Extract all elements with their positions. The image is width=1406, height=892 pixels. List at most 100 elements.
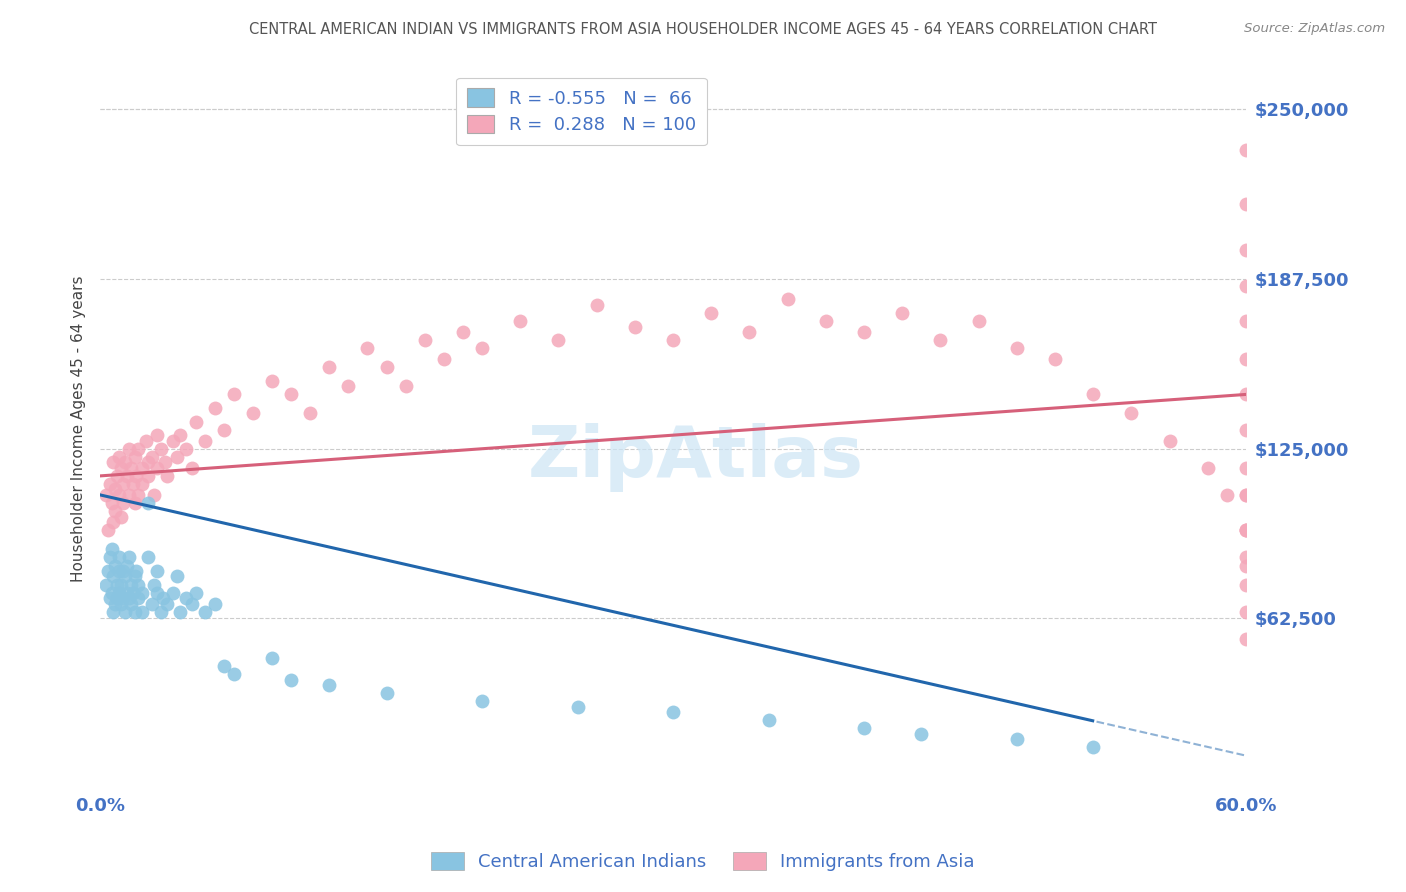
- Point: [104, 483, 127, 497]
- Point: [105, 591, 128, 606]
- Point: [156, 597, 179, 611]
- Point: [194, 434, 217, 448]
- Point: [166, 569, 188, 583]
- Point: [120, 597, 142, 611]
- Point: [125, 564, 148, 578]
- Point: [1234, 550, 1257, 565]
- Point: [700, 306, 723, 320]
- Point: [98, 477, 121, 491]
- Point: [547, 333, 569, 347]
- Point: [1234, 632, 1257, 646]
- Point: [738, 325, 761, 339]
- Point: [169, 605, 191, 619]
- Point: [156, 469, 179, 483]
- Point: [337, 379, 360, 393]
- Point: [94, 577, 117, 591]
- Point: [1234, 423, 1257, 437]
- Point: [94, 488, 117, 502]
- Point: [150, 442, 173, 456]
- Point: [103, 605, 125, 619]
- Point: [127, 442, 149, 456]
- Text: Source: ZipAtlas.com: Source: ZipAtlas.com: [1244, 22, 1385, 36]
- Point: [222, 667, 245, 681]
- Point: [204, 401, 226, 415]
- Point: [118, 488, 141, 502]
- Point: [1234, 523, 1257, 537]
- Point: [120, 460, 142, 475]
- Point: [103, 515, 125, 529]
- Point: [150, 605, 173, 619]
- Point: [100, 585, 122, 599]
- Point: [180, 460, 202, 475]
- Point: [375, 686, 398, 700]
- Point: [585, 298, 607, 312]
- Point: [214, 423, 236, 437]
- Point: [814, 314, 837, 328]
- Point: [1083, 740, 1105, 755]
- Point: [146, 460, 169, 475]
- Point: [115, 558, 138, 573]
- Point: [121, 477, 143, 491]
- Point: [162, 434, 184, 448]
- Point: [104, 558, 127, 573]
- Text: ZipAtlas: ZipAtlas: [529, 423, 863, 491]
- Point: [162, 585, 184, 599]
- Point: [108, 564, 131, 578]
- Point: [146, 585, 169, 599]
- Point: [1083, 387, 1105, 401]
- Point: [509, 314, 531, 328]
- Point: [1234, 523, 1257, 537]
- Point: [152, 591, 174, 606]
- Point: [967, 314, 990, 328]
- Point: [375, 360, 398, 375]
- Point: [103, 455, 125, 469]
- Point: [141, 450, 163, 464]
- Legend: Central American Indians, Immigrants from Asia: Central American Indians, Immigrants fro…: [425, 845, 981, 879]
- Legend: R = -0.555   N =  66, R =  0.288   N = 100: R = -0.555 N = 66, R = 0.288 N = 100: [456, 78, 707, 145]
- Point: [108, 585, 131, 599]
- Point: [103, 569, 125, 583]
- Point: [98, 550, 121, 565]
- Point: [136, 550, 159, 565]
- Point: [100, 542, 122, 557]
- Point: [108, 450, 131, 464]
- Point: [104, 597, 127, 611]
- Point: [853, 722, 876, 736]
- Point: [413, 333, 436, 347]
- Point: [135, 434, 157, 448]
- Point: [433, 352, 456, 367]
- Point: [299, 406, 322, 420]
- Point: [1234, 197, 1257, 211]
- Point: [395, 379, 418, 393]
- Point: [1234, 387, 1257, 401]
- Point: [910, 727, 932, 741]
- Point: [260, 374, 283, 388]
- Point: [471, 694, 494, 708]
- Y-axis label: Householder Income Ages 45 - 64 years: Householder Income Ages 45 - 64 years: [72, 275, 86, 582]
- Point: [1197, 460, 1219, 475]
- Point: [567, 699, 589, 714]
- Point: [108, 550, 131, 565]
- Point: [280, 673, 302, 687]
- Point: [1234, 488, 1257, 502]
- Point: [174, 591, 197, 606]
- Point: [124, 605, 146, 619]
- Point: [1234, 605, 1257, 619]
- Point: [166, 450, 188, 464]
- Point: [146, 564, 169, 578]
- Point: [100, 496, 122, 510]
- Point: [1234, 523, 1257, 537]
- Point: [142, 577, 165, 591]
- Point: [1043, 352, 1066, 367]
- Point: [124, 450, 146, 464]
- Point: [105, 577, 128, 591]
- Point: [120, 577, 142, 591]
- Point: [131, 477, 153, 491]
- Point: [1234, 278, 1257, 293]
- Point: [114, 605, 136, 619]
- Point: [1216, 488, 1239, 502]
- Point: [114, 455, 136, 469]
- Point: [127, 488, 149, 502]
- Point: [108, 488, 131, 502]
- Point: [662, 333, 685, 347]
